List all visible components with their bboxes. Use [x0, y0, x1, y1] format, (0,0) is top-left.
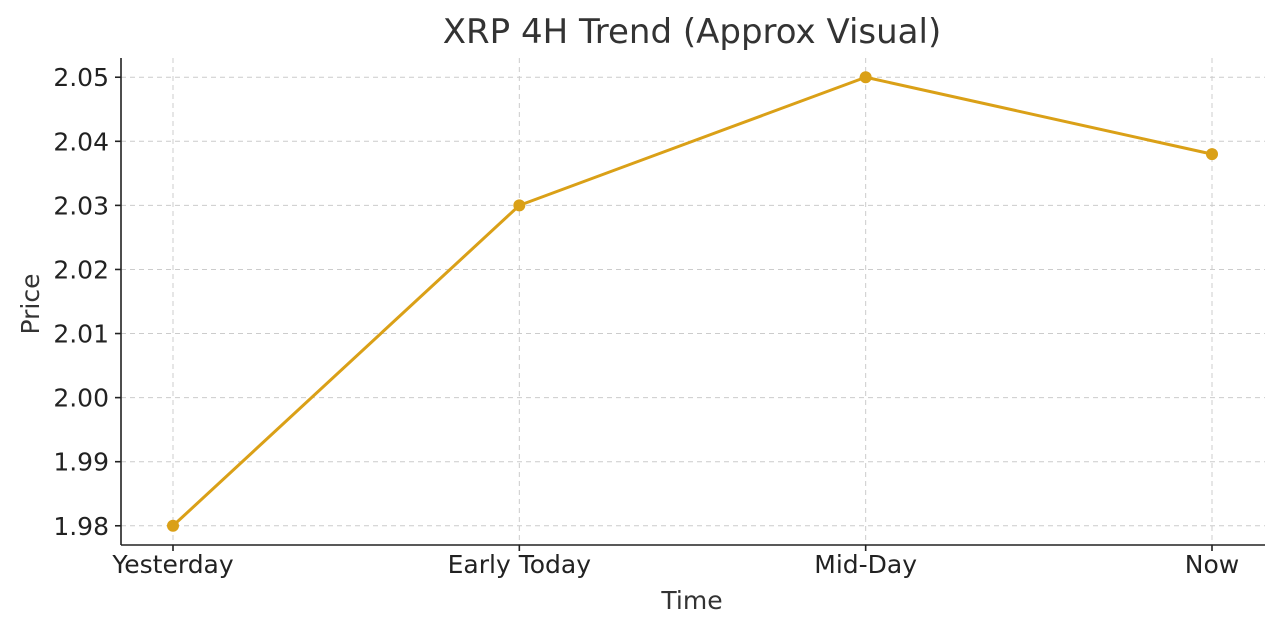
x-tick-label: Mid-Day: [814, 550, 917, 579]
x-axis-label: Time: [660, 586, 722, 615]
x-ticks: Yesterday Early Today Mid-Day Now: [111, 545, 1239, 579]
data-point: [167, 519, 179, 532]
data-point: [513, 199, 526, 212]
data-point: [1206, 148, 1218, 161]
grid: [121, 58, 1265, 545]
y-tick-label: 2.01: [53, 320, 109, 349]
y-axis-label: Price: [16, 274, 45, 335]
y-ticks: 1.98 1.99 2.00 2.01 2.02 2.03 2.04 2.05: [53, 63, 121, 541]
data-point: [859, 71, 872, 84]
x-tick-label: Now: [1185, 550, 1239, 579]
x-tick-label: Early Today: [448, 550, 592, 579]
series-price: [167, 71, 1218, 532]
y-tick-label: 2.02: [53, 255, 109, 284]
y-tick-label: 2.03: [53, 191, 109, 220]
axes: [120, 58, 1265, 546]
chart-title: XRP 4H Trend (Approx Visual): [443, 12, 941, 52]
y-tick-label: 2.00: [53, 384, 109, 413]
y-tick-label: 1.99: [53, 448, 109, 477]
series-line: [171, 75, 1214, 528]
y-tick-label: 2.04: [53, 127, 109, 156]
y-tick-label: 1.98: [53, 512, 109, 541]
x-tick-label: Yesterday: [111, 550, 234, 579]
y-tick-label: 2.05: [53, 63, 109, 92]
